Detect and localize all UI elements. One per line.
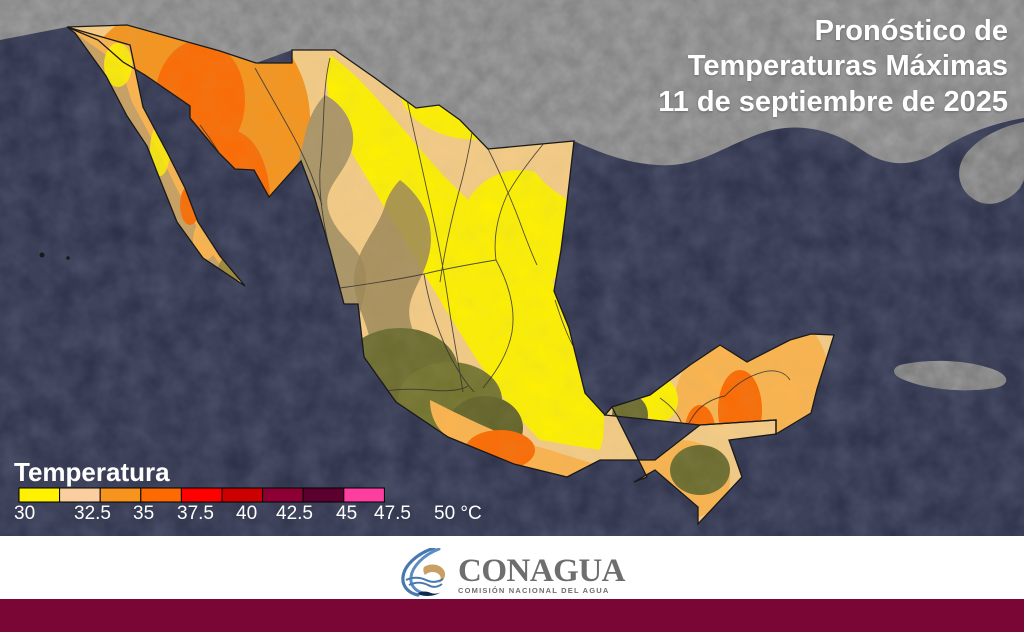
svg-text:COMISIÓN NACIONAL DEL AGUA: COMISIÓN NACIONAL DEL AGUA (458, 586, 609, 595)
svg-text:CONAGUA: CONAGUA (458, 553, 626, 589)
